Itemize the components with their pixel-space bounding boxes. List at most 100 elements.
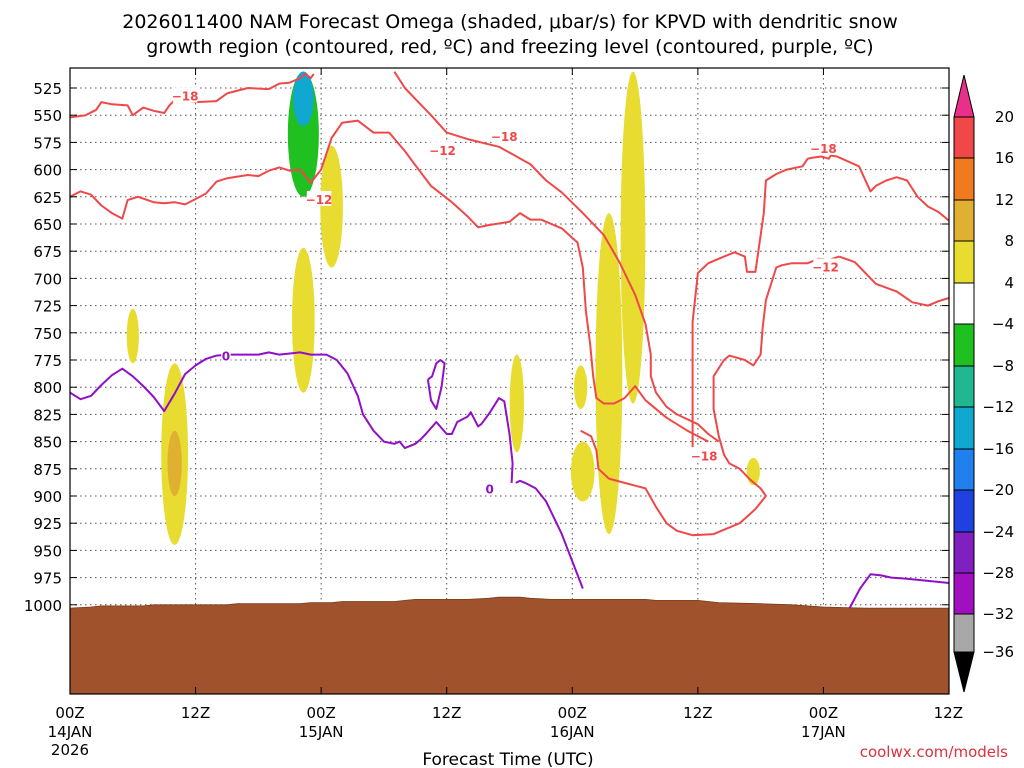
red-contour-label-1: −12 bbox=[306, 193, 333, 207]
y-tick-label-725: 725 bbox=[33, 298, 62, 316]
x-tick-label-36: 12Z bbox=[432, 704, 461, 722]
y-tick-label-550: 550 bbox=[33, 107, 62, 125]
purple-contour-3 bbox=[848, 573, 950, 609]
y-tick-label-900: 900 bbox=[33, 488, 62, 506]
omega-shade-9 bbox=[595, 213, 623, 535]
y-tick-label-600: 600 bbox=[33, 162, 62, 180]
colorbar-label-8: −16 bbox=[982, 440, 1014, 458]
colorbar-label-2: 12 bbox=[995, 191, 1014, 209]
purple-contour-1 bbox=[426, 359, 446, 410]
omega-shade-8 bbox=[574, 365, 588, 409]
purple-contour-label-1: 0 bbox=[485, 482, 493, 496]
y-tick-label-700: 700 bbox=[33, 270, 62, 288]
red-contour-2 bbox=[393, 71, 720, 443]
purple-contour-label-0: 0 bbox=[222, 350, 230, 364]
x-axis-label: Forecast Time (UTC) bbox=[422, 750, 593, 768]
red-contour-label-0: −18 bbox=[172, 90, 199, 104]
red-contour-label-2: −18 bbox=[491, 130, 518, 144]
red-contour-label-4: −18 bbox=[691, 450, 718, 464]
terrain-fill bbox=[69, 596, 950, 695]
red-contour-label-4-bg bbox=[691, 447, 717, 463]
red-contour-label-0-bg bbox=[172, 87, 198, 103]
purple-contour-label-1-bg bbox=[484, 480, 495, 496]
colorbar-label-11: −28 bbox=[982, 564, 1014, 582]
colorbar-label-0: 20 bbox=[995, 108, 1014, 126]
terrain-area bbox=[69, 596, 950, 695]
omega-shade-1 bbox=[293, 71, 314, 127]
y-tick-label-975: 975 bbox=[33, 570, 62, 588]
colorbar-label-4: 4 bbox=[1004, 274, 1014, 292]
red-contour-1 bbox=[69, 119, 709, 443]
colorbar-swatch-3 bbox=[953, 199, 975, 242]
colorbar-label-6: −8 bbox=[992, 357, 1014, 375]
colorbar-label-9: −20 bbox=[982, 481, 1014, 499]
x-tick-label-0: 00Z bbox=[55, 704, 84, 722]
red-contour-label-5: −18 bbox=[810, 142, 837, 156]
omega-shade-10 bbox=[620, 71, 646, 404]
red-contour-label-3-bg bbox=[430, 142, 455, 158]
colorbar-label-1: 16 bbox=[995, 149, 1014, 167]
x-tick-label-12: 12Z bbox=[181, 704, 210, 722]
x-tick-label-84: 12Z bbox=[934, 704, 963, 722]
red-contour-label-2-bg bbox=[492, 127, 517, 143]
colorbar-bottom-arrow bbox=[953, 651, 975, 693]
colorbar-swatch-6 bbox=[953, 323, 975, 367]
omega-shade-11 bbox=[570, 441, 595, 502]
chart-title-line-2: growth region (contoured, red, ºC) and f… bbox=[146, 36, 873, 58]
red-contour-label-5-bg bbox=[811, 139, 836, 155]
colorbar-swatch-12 bbox=[953, 572, 975, 615]
y-axis-ticks: 525 550 575 600 625 650 675 700 725 750 775 800 825 8… bbox=[24, 80, 949, 615]
y-tick-label-625: 625 bbox=[33, 189, 62, 207]
plot-frame bbox=[69, 67, 950, 695]
x-tick-date-24: 15JAN bbox=[299, 723, 344, 741]
credit-text: coolwx.com/models bbox=[860, 743, 1008, 761]
colorbar-swatch-11 bbox=[953, 531, 975, 574]
y-tick-label-925: 925 bbox=[33, 515, 62, 533]
omega-shade-5 bbox=[292, 247, 315, 393]
omega-shade-6 bbox=[320, 145, 343, 268]
red-contour-label-6-bg bbox=[813, 258, 838, 274]
colorbar-swatch-4 bbox=[953, 240, 975, 284]
colorbar-label-12: −32 bbox=[982, 605, 1014, 623]
y-tick-label-675: 675 bbox=[33, 243, 62, 261]
colorbar-swatch-5 bbox=[953, 282, 975, 325]
x-tick-label-48: 00Z bbox=[558, 704, 587, 722]
freezing-level-contours bbox=[69, 351, 950, 609]
y-tick-label-525: 525 bbox=[33, 80, 62, 98]
y-tick-label-750: 750 bbox=[33, 325, 62, 343]
red-contour-label-3: −12 bbox=[429, 144, 456, 158]
red-contour-label-1-bg bbox=[306, 190, 332, 206]
y-tick-label-775: 775 bbox=[33, 352, 62, 370]
red-contour-4 bbox=[580, 255, 840, 537]
colorbar-swatch-13 bbox=[953, 613, 975, 653]
colorbar-swatch-9 bbox=[953, 448, 975, 491]
y-tick-label-575: 575 bbox=[33, 134, 62, 152]
colorbar-swatch-7 bbox=[953, 365, 975, 408]
x-tick-date-72: 17JAN bbox=[801, 723, 846, 741]
omega-shade-4 bbox=[126, 308, 139, 364]
omega-shade-7 bbox=[509, 354, 524, 453]
colorbar-label-7: −12 bbox=[982, 398, 1014, 416]
colorbar-swatch-1 bbox=[953, 116, 975, 159]
x-tick-year-0: 2026 bbox=[51, 741, 89, 759]
x-tick-label-60: 12Z bbox=[683, 704, 712, 722]
x-tick-label-72: 00Z bbox=[809, 704, 838, 722]
colorbar-label-3: 8 bbox=[1004, 232, 1014, 250]
colorbar-label-10: −24 bbox=[982, 523, 1014, 541]
y-tick-label-800: 800 bbox=[33, 379, 62, 397]
purple-contour-label-0-bg bbox=[221, 347, 231, 363]
dendritic-growth-contours bbox=[69, 71, 950, 537]
purple-contour-2 bbox=[515, 479, 584, 589]
y-tick-label-650: 650 bbox=[33, 216, 62, 234]
red-contour-3 bbox=[691, 154, 950, 447]
x-tick-label-24: 00Z bbox=[306, 704, 335, 722]
chart-title-line-1: 2026011400 NAM Forecast Omega (shaded, μ… bbox=[122, 11, 898, 33]
y-tick-label-875: 875 bbox=[33, 461, 62, 479]
y-tick-label-1000: 1000 bbox=[24, 597, 62, 615]
y-tick-label-850: 850 bbox=[33, 434, 62, 452]
x-tick-date-0: 14JAN bbox=[48, 723, 93, 741]
contour-labels: −18 −12 −18 −12 −18 −18 −12 0 0 bbox=[172, 87, 839, 496]
red-contour-label-6: −12 bbox=[812, 260, 839, 274]
